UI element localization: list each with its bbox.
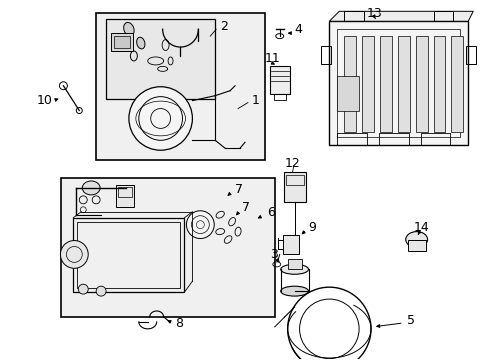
- Bar: [415, 36, 427, 132]
- Bar: [321, 46, 331, 64]
- Bar: [73, 218, 184, 292]
- Bar: [337, 76, 358, 111]
- Text: 4: 4: [294, 23, 302, 36]
- Text: 7: 7: [235, 184, 243, 197]
- Text: 2: 2: [220, 20, 227, 33]
- Polygon shape: [328, 11, 472, 21]
- Bar: [116, 185, 134, 207]
- Ellipse shape: [123, 22, 134, 36]
- Circle shape: [129, 87, 192, 150]
- Bar: [114, 36, 130, 48]
- Bar: [466, 46, 475, 64]
- Text: 11: 11: [264, 53, 280, 66]
- Text: 3: 3: [269, 248, 277, 261]
- Bar: [397, 36, 409, 132]
- Text: 14: 14: [413, 221, 428, 234]
- Text: 13: 13: [366, 7, 382, 20]
- Bar: [269, 66, 289, 94]
- Text: 10: 10: [37, 94, 52, 107]
- Circle shape: [78, 284, 88, 294]
- Bar: [420, 133, 449, 145]
- Bar: [433, 36, 445, 132]
- Bar: [111, 33, 133, 51]
- Bar: [282, 235, 298, 255]
- Circle shape: [61, 240, 88, 268]
- Bar: [407, 239, 425, 251]
- Bar: [287, 260, 301, 269]
- Bar: [118, 187, 132, 197]
- Bar: [106, 19, 215, 99]
- Bar: [379, 36, 391, 132]
- Ellipse shape: [82, 181, 100, 195]
- Text: 9: 9: [308, 221, 316, 234]
- Bar: [344, 36, 355, 132]
- Bar: [361, 36, 373, 132]
- Ellipse shape: [280, 264, 308, 274]
- Bar: [285, 175, 303, 185]
- Bar: [378, 133, 408, 145]
- Text: 8: 8: [175, 318, 183, 330]
- Bar: [96, 13, 264, 160]
- Text: 1: 1: [251, 94, 259, 107]
- Bar: [328, 21, 468, 145]
- Text: 12: 12: [284, 157, 300, 170]
- Ellipse shape: [405, 231, 427, 247]
- Circle shape: [96, 286, 106, 296]
- Text: 6: 6: [266, 206, 274, 219]
- Bar: [337, 29, 459, 137]
- Circle shape: [186, 211, 214, 239]
- Bar: [344, 11, 364, 21]
- Bar: [61, 178, 274, 317]
- Bar: [77, 222, 180, 288]
- Bar: [450, 36, 462, 132]
- Text: 5: 5: [406, 314, 414, 327]
- Bar: [433, 11, 452, 21]
- Text: 7: 7: [242, 201, 249, 214]
- Ellipse shape: [136, 37, 144, 49]
- Bar: [337, 133, 366, 145]
- Bar: [273, 94, 285, 100]
- Bar: [283, 172, 305, 202]
- Ellipse shape: [280, 286, 308, 296]
